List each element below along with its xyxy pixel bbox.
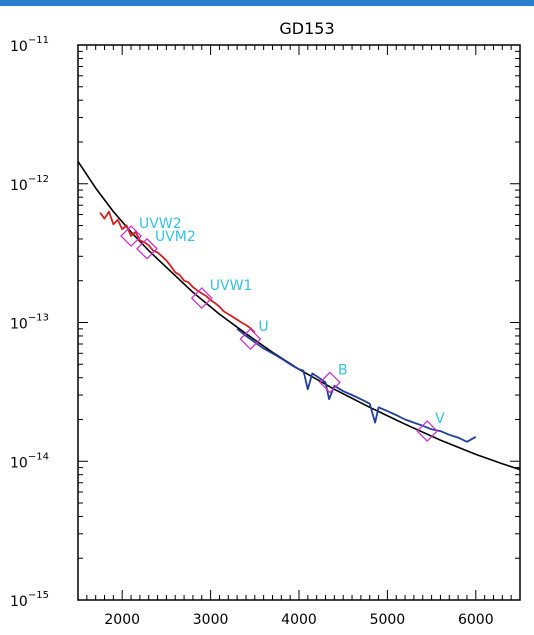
- chart-title: GD153: [279, 19, 334, 38]
- photometry-point-uvm2: [136, 237, 158, 260]
- y-tick-label: 10−13: [10, 313, 49, 333]
- y-tick-label: 10−15: [10, 590, 49, 610]
- photometry-point-v: [416, 420, 439, 442]
- x-axis: 2000 3000 4000 5000 6000: [77, 45, 521, 628]
- photometry-point-u: [239, 328, 262, 350]
- uv_spectrum-line: [99, 210, 256, 333]
- plot-frame: [77, 44, 521, 601]
- x-tick-label: 4000: [281, 612, 317, 628]
- x-tick-label: 5000: [370, 612, 406, 628]
- top-accent-bar: [0, 0, 534, 6]
- y-tick-label: 10−11: [10, 35, 49, 55]
- filter-label-v: V: [435, 411, 445, 427]
- x-tick-label: 6000: [458, 612, 494, 628]
- y-tick-label: 10−14: [10, 451, 49, 471]
- x-tick-label: 2000: [104, 612, 140, 628]
- filter-label-uvw1: UVW1: [210, 278, 253, 294]
- filter-label-uvw2: UVW2: [139, 216, 182, 232]
- photometry-point-uvw2: [120, 225, 142, 247]
- y-axis: 10−11 10−12 10−13 10−14 10−15: [10, 35, 520, 610]
- plot-content: [78, 160, 520, 471]
- photometry-point-b: [319, 371, 341, 394]
- y-tick-label: 10−12: [10, 174, 49, 194]
- optical_spectrum-line: [236, 328, 477, 443]
- filter-label-u: U: [258, 319, 268, 335]
- filter-label-uvm2: UVM2: [155, 229, 196, 245]
- photometry-point-uvw1: [190, 287, 213, 309]
- x-tick-label: 3000: [193, 612, 229, 628]
- model-line: [78, 160, 520, 471]
- filter-label-b: B: [338, 362, 348, 378]
